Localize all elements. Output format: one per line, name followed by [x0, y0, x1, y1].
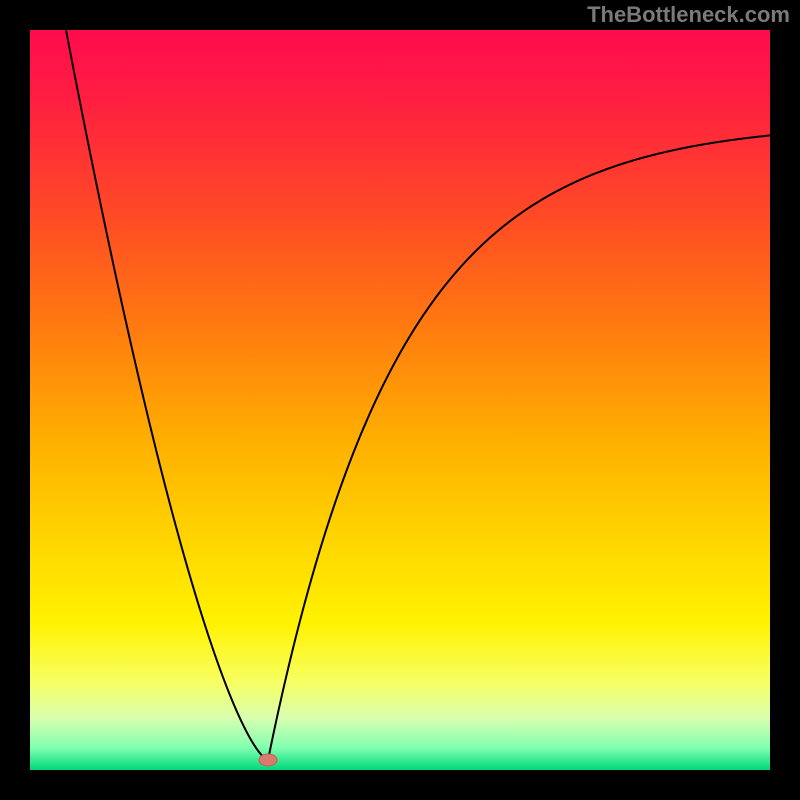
minimum-marker — [259, 754, 277, 766]
plot-background — [30, 30, 770, 770]
bottleneck-chart — [0, 0, 800, 800]
chart-container: TheBottleneck.com — [0, 0, 800, 800]
watermark-text: TheBottleneck.com — [587, 2, 790, 28]
